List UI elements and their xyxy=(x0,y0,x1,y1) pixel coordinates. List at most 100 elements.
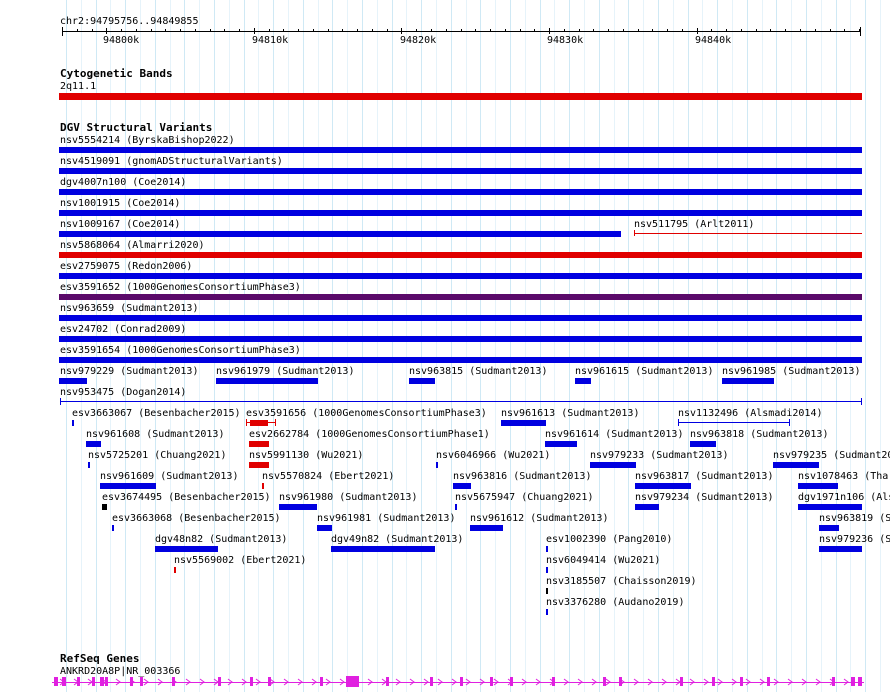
variant-bar[interactable] xyxy=(59,189,862,195)
variant-label[interactable]: nsv3376280 (Audano2019) xyxy=(546,597,685,608)
gene-exon[interactable] xyxy=(386,677,389,686)
variant-bar[interactable] xyxy=(546,567,548,573)
variant-label[interactable]: nsv961609 (Sudmant2013) xyxy=(100,471,239,482)
gene-exon[interactable] xyxy=(346,676,359,687)
variant-bar[interactable] xyxy=(279,504,317,510)
gene-exon[interactable] xyxy=(851,677,855,686)
variant-bar[interactable] xyxy=(112,525,114,531)
gene-exon[interactable] xyxy=(858,677,862,686)
variant-bar[interactable] xyxy=(59,315,862,321)
variant-bar[interactable] xyxy=(455,504,457,510)
variant-bar[interactable] xyxy=(86,441,101,447)
variant-bar[interactable] xyxy=(72,420,74,426)
variant-label[interactable]: esv3591656 (1000GenomesConsortiumPhase3) xyxy=(246,408,487,419)
variant-label[interactable]: nsv963817 (Sudmant2013) xyxy=(635,471,774,482)
gene-exon[interactable] xyxy=(218,677,221,686)
gene-exon[interactable] xyxy=(54,677,58,686)
variant-label[interactable]: nsv961613 (Sudmant2013) xyxy=(501,408,640,419)
variant-bar[interactable] xyxy=(690,441,716,447)
gene-exon[interactable] xyxy=(832,677,835,686)
gene-exon[interactable] xyxy=(510,677,513,686)
variant-label[interactable]: nsv979235 (Sudmant2013) xyxy=(773,450,890,461)
variant-bar[interactable] xyxy=(722,378,774,384)
variant-bar[interactable] xyxy=(546,546,548,552)
variant-label[interactable]: nsv5868064 (Almarri2020) xyxy=(60,240,205,251)
variant-label[interactable]: esv3591652 (1000GenomesConsortiumPhase3) xyxy=(60,282,301,293)
gene-intron-line[interactable] xyxy=(52,682,864,683)
variant-label[interactable]: nsv961612 (Sudmant2013) xyxy=(470,513,609,524)
variant-bar[interactable] xyxy=(59,231,621,237)
variant-label[interactable]: esv3663068 (Besenbacher2015) xyxy=(112,513,281,524)
variant-bar[interactable] xyxy=(470,525,503,531)
gene-exon[interactable] xyxy=(430,677,433,686)
variant-label[interactable]: nsv3185507 (Chaisson2019) xyxy=(546,576,697,587)
gene-exon[interactable] xyxy=(460,677,463,686)
variant-bar[interactable] xyxy=(102,504,107,510)
gene-exon[interactable] xyxy=(140,677,143,686)
variant-bar[interactable] xyxy=(216,378,318,384)
variant-line[interactable] xyxy=(60,401,862,402)
variant-label[interactable]: esv1002390 (Pang2010) xyxy=(546,534,673,545)
variant-label[interactable]: nsv1078463 (Tha xyxy=(798,471,889,482)
variant-label[interactable]: nsv979229 (Sudmant2013) xyxy=(60,366,199,377)
variant-bar[interactable] xyxy=(59,147,862,153)
variant-bar[interactable] xyxy=(59,168,862,174)
variant-bar[interactable] xyxy=(155,546,218,552)
variant-bar[interactable] xyxy=(317,525,332,531)
variant-label[interactable]: nsv511795 (Arlt2011) xyxy=(634,219,755,230)
variant-bar[interactable] xyxy=(819,525,839,531)
variant-label[interactable]: nsv961985 (Sudmant2013) xyxy=(722,366,861,377)
variant-label[interactable]: nsv979236 (S xyxy=(819,534,890,545)
variant-label[interactable]: esv2662784 (1000GenomesConsortiumPhase1) xyxy=(249,429,490,440)
variant-label[interactable]: esv3663067 (Besenbacher2015) xyxy=(72,408,241,419)
gene-exon[interactable] xyxy=(680,677,683,686)
variant-label[interactable]: nsv6046966 (Wu2021) xyxy=(436,450,551,461)
variant-bar[interactable] xyxy=(59,336,862,342)
variant-bar[interactable] xyxy=(546,609,548,615)
variant-label[interactable]: nsv961981 (Sudmant2013) xyxy=(317,513,456,524)
gene-exon[interactable] xyxy=(712,677,715,686)
variant-label[interactable]: dgv4007n100 (Coe2014) xyxy=(60,177,187,188)
variant-label[interactable]: nsv961979 (Sudmant2013) xyxy=(216,366,355,377)
variant-label[interactable]: nsv963659 (Sudmant2013) xyxy=(60,303,199,314)
variant-label[interactable]: esv3674495 (Besenbacher2015) xyxy=(102,492,271,503)
variant-label[interactable]: nsv5675947 (Chuang2021) xyxy=(455,492,594,503)
variant-bar[interactable] xyxy=(635,504,659,510)
variant-bar[interactable] xyxy=(250,420,268,426)
variant-bar[interactable] xyxy=(59,294,862,300)
variant-label[interactable]: nsv5569002 (Ebert2021) xyxy=(174,555,307,566)
variant-label[interactable]: nsv963816 (Sudmant2013) xyxy=(453,471,592,482)
variant-bar[interactable] xyxy=(545,441,577,447)
variant-bar[interactable] xyxy=(436,462,438,468)
variant-line[interactable] xyxy=(678,422,790,423)
gene-exon[interactable] xyxy=(250,677,253,686)
variant-bar[interactable] xyxy=(819,546,862,552)
variant-label[interactable]: nsv961614 (Sudmant2013) xyxy=(545,429,684,440)
variant-label[interactable]: nsv961980 (Sudmant2013) xyxy=(279,492,418,503)
variant-label[interactable]: nsv4519091 (gnomADStructuralVariants) xyxy=(60,156,283,167)
cytoband-bar[interactable] xyxy=(59,93,862,100)
variant-label[interactable]: nsv961608 (Sudmant2013) xyxy=(86,429,225,440)
variant-label[interactable]: nsv1001915 (Coe2014) xyxy=(60,198,181,209)
gene-exon[interactable] xyxy=(105,677,108,686)
variant-bar[interactable] xyxy=(635,483,691,489)
variant-bar[interactable] xyxy=(88,462,90,468)
gene-exon[interactable] xyxy=(62,677,66,686)
variant-label[interactable]: nsv953475 (Dogan2014) xyxy=(60,387,187,398)
variant-label[interactable]: dgv48n82 (Sudmant2013) xyxy=(155,534,288,545)
variant-bar[interactable] xyxy=(546,588,548,594)
gene-exon[interactable] xyxy=(603,677,606,686)
gene-exon[interactable] xyxy=(619,677,622,686)
variant-label[interactable]: nsv5725201 (Chuang2021) xyxy=(88,450,227,461)
variant-bar[interactable] xyxy=(249,441,269,447)
variant-label[interactable]: nsv5554214 (ByrskaBishop2022) xyxy=(60,135,235,146)
variant-label[interactable]: nsv1009167 (Coe2014) xyxy=(60,219,181,230)
variant-label[interactable]: nsv961615 (Sudmant2013) xyxy=(575,366,714,377)
variant-label[interactable]: esv3591654 (1000GenomesConsortiumPhase3) xyxy=(60,345,301,356)
variant-label[interactable]: dgv1971n106 (Als xyxy=(798,492,890,503)
variant-label[interactable]: nsv1132496 (Alsmadi2014) xyxy=(678,408,823,419)
variant-bar[interactable] xyxy=(501,420,546,426)
variant-bar[interactable] xyxy=(59,357,862,363)
variant-bar[interactable] xyxy=(100,483,156,489)
variant-bar[interactable] xyxy=(798,504,862,510)
